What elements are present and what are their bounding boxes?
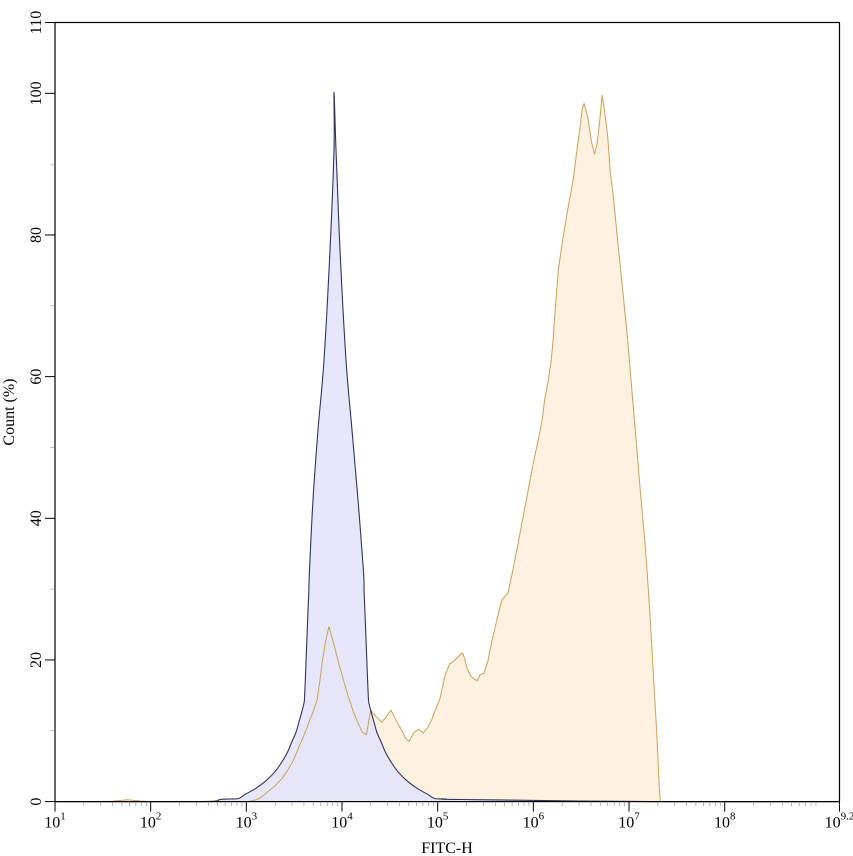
svg-text:100: 100 [28,81,45,105]
svg-text:0: 0 [28,798,45,806]
svg-text:40: 40 [28,510,45,526]
svg-text:106: 106 [523,811,545,832]
svg-text:104: 104 [331,811,353,832]
svg-text:108: 108 [714,811,736,832]
svg-text:109.2: 109.2 [825,811,853,832]
svg-text:Count (%): Count (%) [1,378,18,445]
svg-text:102: 102 [140,811,162,832]
svg-text:103: 103 [236,811,258,832]
svg-text:80: 80 [28,227,45,243]
svg-text:20: 20 [28,652,45,668]
svg-text:105: 105 [427,811,449,832]
svg-text:101: 101 [44,811,66,832]
svg-text:60: 60 [28,369,45,385]
svg-text:107: 107 [618,811,640,832]
svg-text:110: 110 [28,11,45,34]
svg-text:FITC-H: FITC-H [421,840,473,856]
